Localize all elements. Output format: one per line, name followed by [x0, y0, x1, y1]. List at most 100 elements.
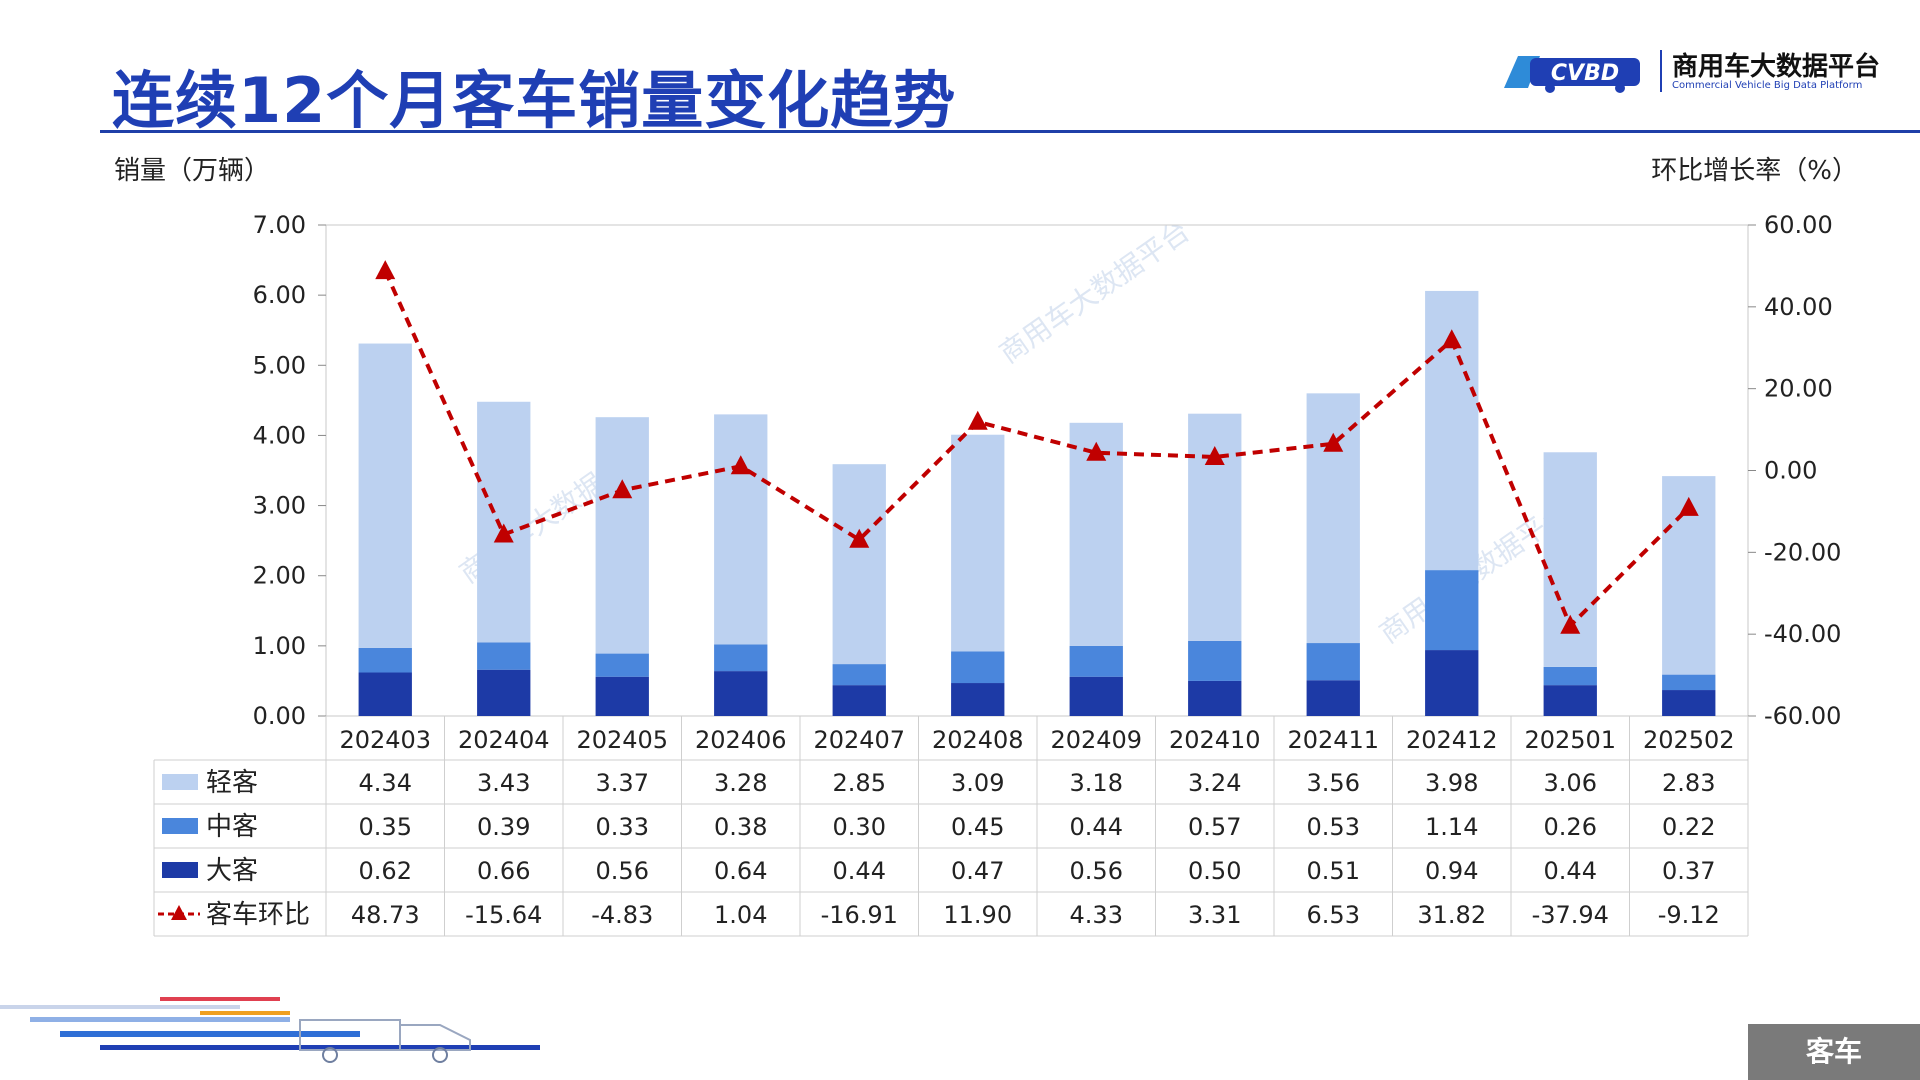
right-tick-label: 0.00 — [1764, 457, 1817, 485]
table-cell: 3.31 — [1188, 901, 1241, 929]
left-tick-label: 2.00 — [253, 562, 306, 590]
category-label: 202409 — [1050, 726, 1142, 754]
table-cell: 48.73 — [351, 901, 420, 929]
bar-轻客 — [595, 417, 649, 654]
table-cell: 1.14 — [1425, 813, 1478, 841]
bar-轻客 — [358, 343, 412, 648]
left-tick-label: 3.00 — [253, 492, 306, 520]
legend-label: 客车环比 — [206, 900, 310, 930]
bar-大客 — [951, 683, 1005, 716]
table-cell: 2.85 — [833, 769, 886, 797]
table-cell: 3.24 — [1188, 769, 1241, 797]
growth-rate-marker — [1204, 445, 1225, 465]
bar-大客 — [1425, 650, 1479, 716]
table-cell: 0.64 — [714, 857, 767, 885]
table-cell: 0.38 — [714, 813, 767, 841]
table-cell: 4.34 — [359, 769, 412, 797]
bar-中客 — [1188, 640, 1242, 681]
growth-rate-marker — [375, 260, 396, 280]
bar-大客 — [358, 672, 412, 716]
table-cell: 0.53 — [1307, 813, 1360, 841]
category-tag: 客车 — [1748, 1024, 1920, 1080]
table-cell: -16.91 — [821, 901, 898, 929]
category-label: 202408 — [932, 726, 1024, 754]
table-cell: 0.66 — [477, 857, 530, 885]
bar-中客 — [1306, 643, 1360, 681]
bar-大客 — [1662, 690, 1716, 716]
table-cell: -37.94 — [1532, 901, 1609, 929]
legend-triangle-icon — [171, 905, 187, 920]
right-tick-label: -20.00 — [1764, 538, 1841, 566]
category-label: 202501 — [1524, 726, 1616, 754]
legend-label: 大客 — [206, 856, 258, 886]
truck-logo-icon: CVBD — [1504, 56, 1640, 93]
category-label: 202405 — [576, 726, 668, 754]
category-label: 202403 — [339, 726, 431, 754]
right-tick-label: 40.00 — [1764, 293, 1833, 321]
bar-轻客 — [832, 464, 886, 665]
table-cell: 3.28 — [714, 769, 767, 797]
table-cell: 4.33 — [1070, 901, 1123, 929]
bar-中客 — [477, 642, 531, 670]
bar-大客 — [477, 669, 531, 716]
bar-大客 — [1306, 680, 1360, 716]
growth-rate-line — [383, 270, 1691, 630]
table-cell: -9.12 — [1658, 901, 1720, 929]
left-tick-label: 4.00 — [253, 421, 306, 449]
logo-chinese-name: 商用车大数据平台 — [1672, 52, 1881, 82]
bar-中客 — [832, 664, 886, 686]
growth-rate-marker — [967, 410, 988, 430]
bar-大客 — [1543, 685, 1597, 716]
growth-rate-marker — [612, 479, 633, 499]
table-cell: 0.37 — [1662, 857, 1715, 885]
table-cell: 0.57 — [1188, 813, 1241, 841]
category-label: 202410 — [1169, 726, 1261, 754]
category-label: 202502 — [1643, 726, 1735, 754]
left-tick-label: 6.00 — [253, 281, 306, 309]
table-cell: 3.43 — [477, 769, 530, 797]
table-cell: 0.56 — [1070, 857, 1123, 885]
legend-label: 中客 — [206, 812, 258, 842]
bar-轻客 — [714, 414, 768, 645]
bar-中客 — [951, 651, 1005, 684]
right-tick-label: -60.00 — [1764, 702, 1841, 730]
table-cell: -15.64 — [465, 901, 542, 929]
left-tick-label: 0.00 — [253, 702, 306, 730]
category-label: 202406 — [695, 726, 787, 754]
bar-大客 — [1069, 676, 1123, 716]
left-tick-label: 7.00 — [253, 211, 306, 239]
table-cell: 3.37 — [596, 769, 649, 797]
bar-轻客 — [1306, 393, 1360, 644]
platform-logo: CVBD 商用车大数据平台 Commercial Vehicle Big Dat… — [1500, 46, 1910, 96]
table-cell: 0.30 — [833, 813, 886, 841]
table-cell: 2.83 — [1662, 769, 1715, 797]
watermark-text: 商用车大数据平台 — [993, 214, 1195, 370]
bar-大客 — [832, 685, 886, 716]
growth-rate-marker — [1560, 614, 1581, 634]
growth-rate-marker — [1678, 496, 1699, 516]
table-cell: 0.39 — [477, 813, 530, 841]
plot-area-border — [325, 224, 1749, 717]
bar-中客 — [714, 644, 768, 672]
right-tick-label: 60.00 — [1764, 211, 1833, 239]
growth-rate-marker — [493, 523, 514, 543]
bar-轻客 — [1543, 452, 1597, 667]
table-cell: 0.33 — [596, 813, 649, 841]
legend-swatch-大客 — [162, 862, 198, 878]
table-cell: 1.04 — [714, 901, 767, 929]
table-cell: 0.26 — [1544, 813, 1597, 841]
legend-swatch-中客 — [162, 818, 198, 834]
table-cell: 0.56 — [596, 857, 649, 885]
table-cell: 0.62 — [359, 857, 412, 885]
page-title: 连续12个月客车销量变化趋势 — [112, 64, 957, 137]
bar-大客 — [595, 676, 649, 716]
category-label: 202412 — [1406, 726, 1498, 754]
growth-rate-marker — [1086, 441, 1107, 461]
left-axis-title: 销量（万辆） — [114, 156, 271, 186]
growth-rate-marker — [730, 455, 751, 475]
category-label: 202404 — [458, 726, 550, 754]
bar-大客 — [1188, 680, 1242, 716]
bar-中客 — [1662, 674, 1716, 691]
right-axis-title: 环比增长率（%） — [1651, 156, 1858, 186]
